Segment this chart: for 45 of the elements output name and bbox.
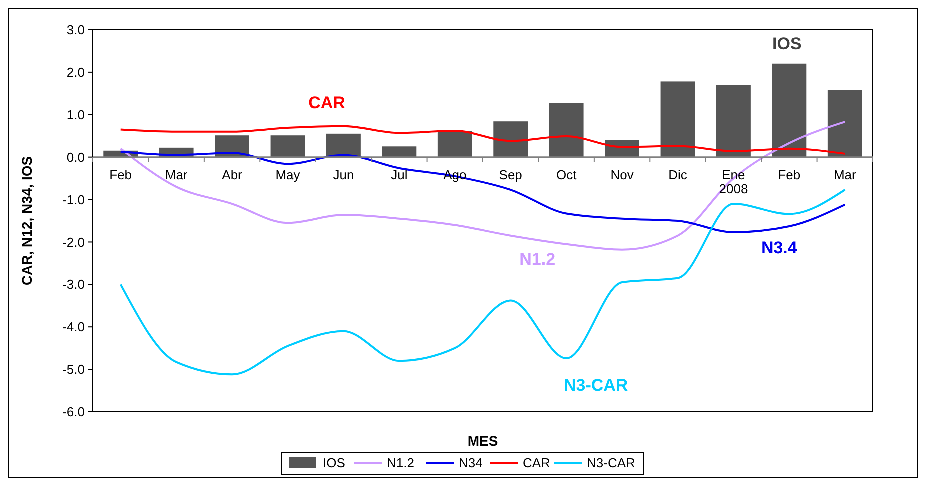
x-tick-label: Ene 2008 (719, 167, 748, 197)
x-tick-label: Abr (222, 167, 244, 182)
legend-label: N3-CAR (587, 456, 636, 471)
x-axis-title: MES (468, 433, 498, 449)
x-tick-label: Mar (165, 167, 188, 182)
y-tick-label: -3.0 (62, 277, 85, 292)
bar (828, 90, 862, 158)
y-tick-label: 0.0 (66, 150, 85, 165)
bar (660, 82, 696, 158)
y-tick-label: 3.0 (66, 22, 85, 38)
x-tick-label: Dic (668, 167, 688, 182)
annotation: CAR (308, 94, 346, 113)
line-series (120, 125, 846, 155)
bar (772, 64, 807, 158)
y-tick-label: -4.0 (62, 320, 85, 335)
y-tick-label: -1.0 (62, 192, 85, 208)
x-tick-label: Jun (333, 167, 354, 182)
annotation: IOS (772, 34, 802, 54)
y-tick-label: -6.0 (62, 404, 85, 420)
x-tick-label: May (276, 167, 301, 182)
annotation: N1.2 (520, 250, 556, 270)
x-tick-label: Feb (778, 167, 801, 182)
legend-label: N1.2 (387, 456, 414, 471)
x-tick-label: Sep (499, 167, 522, 182)
legend-label: CAR (523, 456, 550, 471)
bar (549, 103, 584, 158)
bar (716, 85, 751, 158)
legend-label: IOS (323, 456, 346, 471)
x-tick-label: Oct (556, 167, 578, 182)
y-tick-label: 2.0 (66, 64, 85, 80)
x-tick-label: Jul (391, 167, 408, 182)
legend-label: N34 (459, 456, 483, 471)
x-tick-label: Mar (834, 167, 858, 182)
x-tick-label: Feb (110, 167, 132, 182)
x-tick-label: Nov (610, 167, 634, 182)
y-tick-label: 1.0 (66, 107, 85, 122)
bar (438, 131, 472, 158)
y-tick-label: -5.0 (62, 362, 85, 378)
bar (494, 122, 528, 158)
y-tick-label: -2.0 (62, 234, 85, 250)
annotation: N3-CAR (564, 376, 628, 396)
y-axis-title: CAR, N12, N34, IOS (19, 156, 35, 286)
bar (382, 146, 417, 158)
bar (270, 136, 306, 158)
annotation: N3.4 (761, 238, 798, 258)
